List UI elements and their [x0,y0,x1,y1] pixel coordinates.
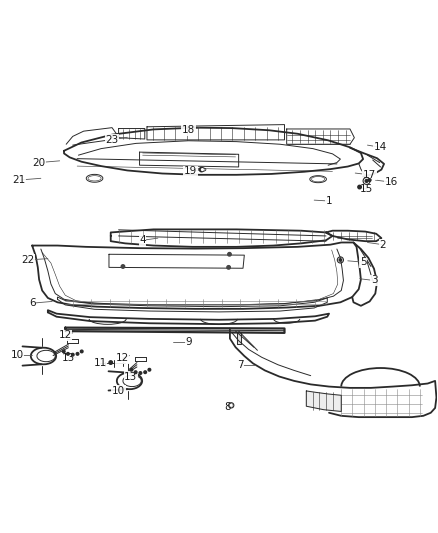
Text: 10: 10 [112,386,125,396]
Circle shape [201,169,203,171]
Text: 1: 1 [326,196,332,206]
Polygon shape [237,332,241,344]
Text: 12: 12 [116,353,129,363]
Circle shape [81,350,83,353]
Circle shape [67,352,69,355]
Text: 6: 6 [29,298,35,308]
Circle shape [121,265,125,268]
Circle shape [230,405,232,406]
Text: 2: 2 [379,240,386,249]
Text: 11: 11 [94,358,107,368]
Text: 22: 22 [21,255,35,265]
Text: 3: 3 [371,276,377,286]
Text: 4: 4 [139,235,146,245]
Circle shape [358,185,361,189]
Text: 14: 14 [374,142,387,152]
Circle shape [199,167,204,172]
Circle shape [228,253,231,256]
Text: 23: 23 [106,135,119,145]
Text: 16: 16 [385,177,398,187]
Text: 8: 8 [224,402,231,412]
Circle shape [365,180,368,182]
Circle shape [63,350,65,353]
Circle shape [230,405,232,406]
Text: 13: 13 [124,372,138,382]
Circle shape [134,371,137,374]
Text: 10: 10 [11,350,24,360]
Circle shape [368,179,371,181]
Text: 20: 20 [32,158,46,167]
Circle shape [139,372,142,374]
Circle shape [71,353,74,356]
Text: 13: 13 [62,353,75,363]
Circle shape [339,259,342,261]
Polygon shape [306,391,341,411]
Text: 9: 9 [185,337,192,346]
Circle shape [109,361,113,364]
Circle shape [144,371,146,374]
Text: 7: 7 [237,360,243,370]
Text: 5: 5 [360,257,367,267]
Text: 19: 19 [184,166,197,176]
Text: 17: 17 [363,170,376,180]
Text: 18: 18 [182,125,195,135]
Text: 12: 12 [59,330,72,341]
Circle shape [76,352,79,355]
Circle shape [227,265,230,269]
Text: 21: 21 [12,175,26,185]
Circle shape [130,368,133,371]
Text: 15: 15 [360,184,373,194]
Circle shape [148,368,151,371]
